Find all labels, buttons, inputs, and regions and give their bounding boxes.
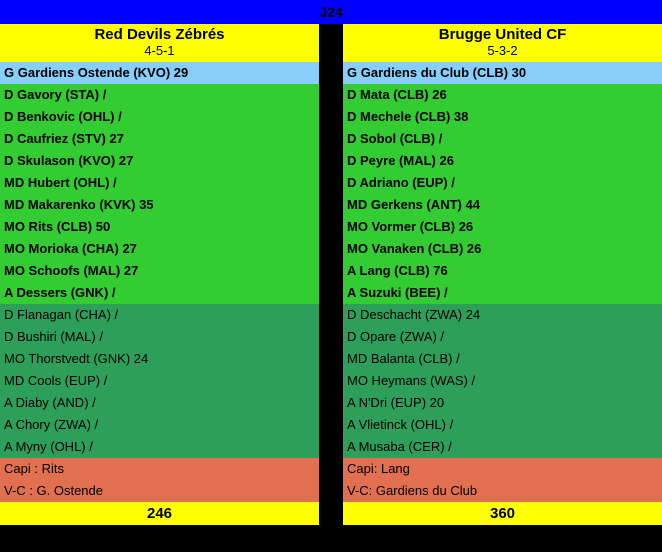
team-right: Brugge United CF 5-3-2 G Gardiens du Clu… [343,24,662,525]
starter-row: MO Rits (CLB) 50 [0,216,319,238]
starter-row: MD Makarenko (KVK) 35 [0,194,319,216]
team-formation: 5-3-2 [343,43,662,58]
sub-row: D Deschacht (ZWA) 24 [343,304,662,326]
starter-row: D Mechele (CLB) 38 [343,106,662,128]
starter-row: D Peyre (MAL) 26 [343,150,662,172]
sub-row: D Bushiri (MAL) / [0,326,319,348]
round-header: J24 [0,0,662,24]
starter-row: MO Vormer (CLB) 26 [343,216,662,238]
gk-row: G Gardiens Ostende (KVO) 29 [0,62,319,84]
starter-row: D Mata (CLB) 26 [343,84,662,106]
gk-row: G Gardiens du Club (CLB) 30 [343,62,662,84]
starter-row: MO Vanaken (CLB) 26 [343,238,662,260]
sub-row: A Myny (OHL) / [0,436,319,458]
team-total: 360 [343,502,662,525]
sub-row: A N'Dri (EUP) 20 [343,392,662,414]
vice-captain-row: V-C: Gardiens du Club [343,480,662,502]
team-header: Red Devils Zébrés 4-5-1 [0,24,319,62]
sub-row: MD Balanta (CLB) / [343,348,662,370]
starter-row: A Suzuki (BEE) / [343,282,662,304]
starter-row: A Dessers (GNK) / [0,282,319,304]
sub-row: MO Heymans (WAS) / [343,370,662,392]
vice-captain-row: V-C : G. Ostende [0,480,319,502]
starter-row: D Skulason (KVO) 27 [0,150,319,172]
sub-row: D Flanagan (CHA) / [0,304,319,326]
starter-row: MO Morioka (CHA) 27 [0,238,319,260]
team-name: Brugge United CF [343,26,662,43]
captain-row: Capi: Lang [343,458,662,480]
starter-row: D Gavory (STA) / [0,84,319,106]
sub-row: MD Cools (EUP) / [0,370,319,392]
sub-row: A Diaby (AND) / [0,392,319,414]
starter-row: D Adriano (EUP) / [343,172,662,194]
sub-row: D Opare (ZWA) / [343,326,662,348]
sub-row: A Musaba (CER) / [343,436,662,458]
captain-row: Capi : Rits [0,458,319,480]
team-name: Red Devils Zébrés [0,26,319,43]
starter-row: MD Gerkens (ANT) 44 [343,194,662,216]
starter-row: MO Schoofs (MAL) 27 [0,260,319,282]
team-total: 246 [0,502,319,525]
team-left: Red Devils Zébrés 4-5-1 G Gardiens Osten… [0,24,319,525]
starter-row: D Sobol (CLB) / [343,128,662,150]
sub-row: A Vlietinck (OHL) / [343,414,662,436]
starter-row: A Lang (CLB) 76 [343,260,662,282]
team-header: Brugge United CF 5-3-2 [343,24,662,62]
starter-row: MD Hubert (OHL) / [0,172,319,194]
team-formation: 4-5-1 [0,43,319,58]
sub-row: MO Thorstvedt (GNK) 24 [0,348,319,370]
starter-row: D Benkovic (OHL) / [0,106,319,128]
sub-row: A Chory (ZWA) / [0,414,319,436]
starter-row: D Caufriez (STV) 27 [0,128,319,150]
teams-columns: Red Devils Zébrés 4-5-1 G Gardiens Osten… [0,24,662,525]
lineup-sheet: J24 Red Devils Zébrés 4-5-1 G Gardiens O… [0,0,662,552]
